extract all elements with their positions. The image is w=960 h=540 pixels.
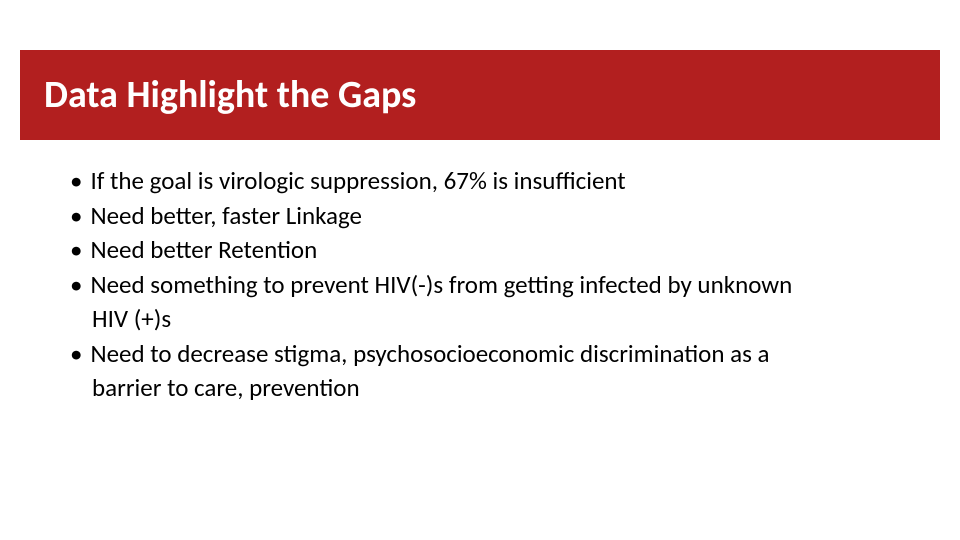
bullet-text: Need better, faster Linkage: [90, 200, 920, 233]
bullet-marker: •: [70, 269, 82, 302]
bullet-item: • Need better, faster Linkage: [70, 200, 920, 233]
slide-title: Data Highlight the Gaps: [44, 72, 416, 118]
bullet-marker: •: [70, 338, 82, 371]
title-bar: Data Highlight the Gaps: [20, 50, 940, 140]
bullet-text-continuation: HIV (+)s: [70, 303, 920, 336]
bullet-item: • If the goal is virologic suppression, …: [70, 165, 920, 198]
bullet-marker: •: [70, 200, 82, 233]
bullet-marker: •: [70, 234, 82, 267]
bullet-text-continuation: barrier to care, prevention: [70, 372, 920, 405]
body-content: • If the goal is virologic suppression, …: [70, 165, 920, 407]
bullet-text: If the goal is virologic suppression, 67…: [90, 165, 920, 198]
bullet-marker: •: [70, 165, 82, 198]
bullet-item: • Need something to prevent HIV(-)s from…: [70, 269, 920, 302]
slide: Data Highlight the Gaps • If the goal is…: [0, 0, 960, 540]
bullet-item: • Need better Retention: [70, 234, 920, 267]
bullet-text: Need to decrease stigma, psychosocioecon…: [90, 338, 920, 371]
bullet-text: Need better Retention: [90, 234, 920, 267]
bullet-text: Need something to prevent HIV(-)s from g…: [90, 269, 920, 302]
bullet-item: • Need to decrease stigma, psychosocioec…: [70, 338, 920, 371]
